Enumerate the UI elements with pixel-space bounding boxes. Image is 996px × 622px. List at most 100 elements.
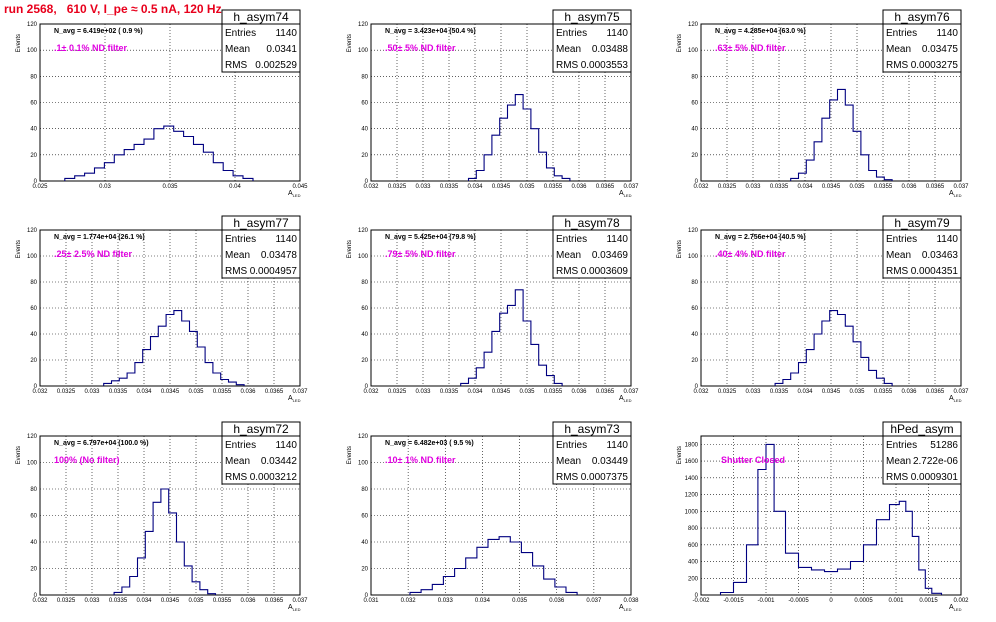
n-avg-label: N_avg = 4.285e+04 (63.0 %): [715, 28, 806, 35]
n-avg-label: N_avg = 6.419e+02 ( 0.9 %): [54, 28, 143, 35]
y-tick-label: 120: [358, 22, 369, 28]
y-tick-label: 20: [691, 358, 698, 364]
y-tick-label: 120: [27, 434, 38, 440]
x-axis-sublabel: LED: [954, 193, 962, 198]
stats-box: [552, 9, 632, 73]
y-tick-label: 80: [30, 280, 37, 286]
y-tick-label: 40: [30, 127, 37, 133]
x-tick-label: 0.0005: [854, 598, 873, 604]
y-tick-label: 60: [691, 101, 698, 107]
x-tick-label: 0.0335: [109, 389, 128, 395]
y-axis-label: Events: [677, 240, 683, 258]
y-tick-label: 600: [688, 543, 699, 549]
stat-value: 1140: [275, 234, 297, 245]
plot-frame: [700, 229, 962, 387]
x-tick-label: 0.0335: [109, 598, 128, 604]
x-tick-label: 0.036: [901, 184, 917, 190]
x-axis-label: ALED: [949, 604, 962, 612]
y-tick-label: 60: [361, 306, 368, 312]
y-tick-label: 100: [27, 48, 38, 54]
stat-label: Mean: [556, 44, 581, 55]
stat-label: Entries: [886, 234, 917, 245]
stat-value: 0.0003212: [250, 472, 298, 483]
x-tick-label: 0.0355: [213, 598, 232, 604]
x-tick-label: 0.0355: [874, 389, 893, 395]
stats-box: [221, 215, 301, 279]
x-tick-label: 0.0325: [718, 389, 737, 395]
y-tick-label: 60: [30, 306, 37, 312]
x-axis-sublabel: LED: [624, 193, 632, 198]
stat-value: 1140: [936, 234, 958, 245]
plot-frame: [370, 23, 632, 182]
stat-label: RMS: [556, 266, 579, 277]
stat-value: 0.03442: [261, 456, 298, 467]
x-tick-label: 0.036: [571, 184, 587, 190]
stat-label: Entries: [556, 28, 587, 39]
x-tick-label: 0.034: [136, 389, 152, 395]
y-axis-label: Events: [347, 446, 353, 464]
x-tick-label: 0.032: [693, 389, 709, 395]
y-tick-label: 0: [34, 593, 38, 599]
stat-value: 0.0003275: [911, 60, 959, 71]
histogram-line: [103, 310, 245, 386]
histogram-panel-h_asym72: 0 20 40 60 80 100 120 0.032 0.0325 0.033 0.0335 0.0…: [16, 421, 308, 612]
x-tick-label: 0.032: [401, 598, 417, 604]
histogram-name: h_asym76: [894, 10, 950, 24]
y-tick-label: 20: [361, 567, 368, 573]
x-tick-label: 0.0355: [544, 389, 563, 395]
histogram-name: h_asym74: [233, 10, 289, 24]
y-tick-label: 80: [361, 74, 368, 80]
x-axis-label: ALED: [619, 604, 632, 612]
y-tick-label: 40: [361, 332, 368, 338]
x-tick-label: 0.034: [797, 389, 813, 395]
x-tick-label: 0.0355: [874, 184, 893, 190]
stat-value: 51286: [930, 440, 958, 451]
histogram-panel-h_asym78: 0 20 40 60 80 100 120 0.032 0.0325 0.033 0.0335 0.0…: [347, 215, 639, 403]
x-tick-label: 0.001: [888, 598, 904, 604]
x-tick-label: 0.037: [953, 389, 969, 395]
stat-label: RMS: [886, 472, 909, 483]
x-tick-label: 0.031: [363, 598, 379, 604]
y-tick-label: 0: [365, 593, 369, 599]
histogram-name: h_asym78: [564, 216, 620, 230]
n-avg-label: N_avg = 6.797e+04 (100.0 %): [54, 440, 149, 447]
x-tick-label: 0.04: [229, 184, 241, 190]
x-tick-label: 0.002: [953, 598, 969, 604]
y-tick-label: 400: [688, 560, 699, 566]
stats-box: [882, 421, 962, 485]
y-tick-label: 60: [30, 101, 37, 107]
stats-box: [552, 215, 632, 279]
stat-label: Mean: [556, 250, 581, 261]
y-tick-label: 100: [27, 461, 38, 467]
y-tick-label: 40: [691, 332, 698, 338]
stat-label: Entries: [225, 28, 256, 39]
x-tick-label: 0.034: [797, 184, 813, 190]
x-axis-sublabel: LED: [293, 607, 301, 612]
y-tick-label: 40: [30, 540, 37, 546]
x-tick-label: 0.0345: [492, 184, 511, 190]
x-tick-label: 0.038: [623, 598, 639, 604]
y-tick-label: 80: [30, 487, 37, 493]
x-tick-label: -0.001: [757, 598, 775, 604]
y-tick-label: 1800: [685, 442, 699, 448]
stat-label: Mean: [886, 250, 911, 261]
stat-label: Mean: [886, 456, 911, 467]
x-tick-label: 0.0365: [596, 184, 615, 190]
y-tick-label: 0: [695, 593, 699, 599]
x-tick-label: 0.034: [136, 598, 152, 604]
plot-frame: [39, 229, 301, 387]
n-avg-label: N_avg = 5.425e+04 (79.8 %): [385, 234, 476, 241]
histogram-name: h_asym73: [564, 422, 620, 436]
y-tick-label: 40: [361, 127, 368, 133]
x-tick-label: 0.036: [901, 389, 917, 395]
x-axis-sublabel: LED: [624, 607, 632, 612]
x-axis-label: ALED: [288, 190, 301, 198]
x-tick-label: 0.035: [188, 598, 204, 604]
x-tick-label: 0.032: [363, 184, 379, 190]
y-tick-label: 0: [365, 384, 369, 390]
filter-label: .1± 0.1% ND filter: [54, 43, 127, 53]
x-tick-label: 0.032: [363, 389, 379, 395]
histogram-line: [113, 488, 217, 595]
x-tick-label: 0.033: [84, 598, 100, 604]
y-tick-label: 60: [361, 101, 368, 107]
